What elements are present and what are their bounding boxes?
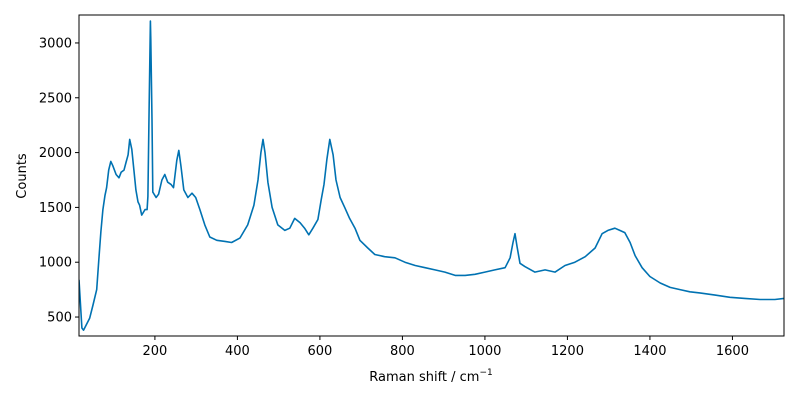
x-tick-label: 1200 xyxy=(551,344,584,359)
x-axis-ticks: 200 400 600 800 1000 1200 1400 1600 xyxy=(142,336,749,359)
x-axis-label: Raman shift / cm−1 xyxy=(369,368,493,385)
x-tick-label: 1600 xyxy=(716,344,749,359)
x-tick-label: 200 xyxy=(142,344,167,359)
y-tick-label: 2000 xyxy=(39,146,72,161)
spectrum-line xyxy=(79,20,784,332)
y-tick-label: 3000 xyxy=(39,36,72,51)
y-tick-label: 1500 xyxy=(39,201,72,216)
x-tick-label: 400 xyxy=(225,344,250,359)
y-tick-label: 1000 xyxy=(39,256,72,271)
x-tick-label: 800 xyxy=(390,344,415,359)
y-tick-label: 500 xyxy=(47,311,72,326)
y-tick-label: 2500 xyxy=(39,91,72,106)
y-axis-label: Counts xyxy=(15,153,30,199)
plot-frame xyxy=(78,14,785,337)
x-tick-label: 1000 xyxy=(468,344,501,359)
x-tick-label: 1400 xyxy=(633,344,666,359)
y-axis-ticks: 500 1000 1500 2000 2500 3000 xyxy=(39,36,79,326)
x-tick-label: 600 xyxy=(307,344,332,359)
